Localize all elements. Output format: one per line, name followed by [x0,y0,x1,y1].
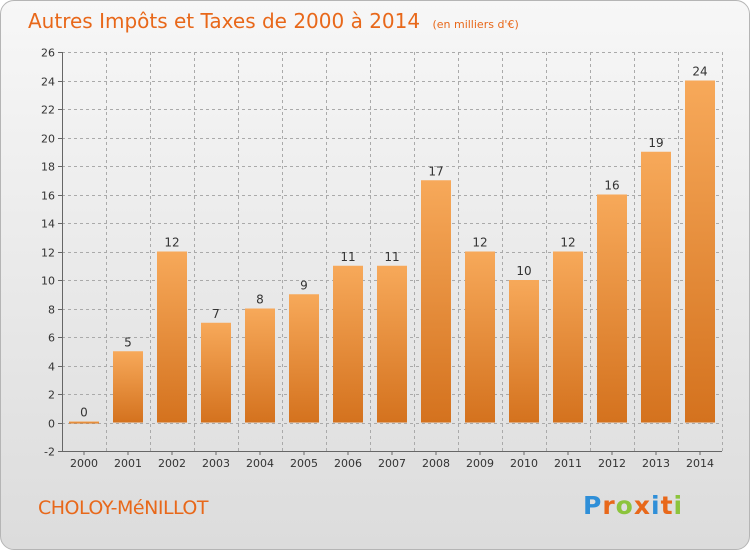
labels: -202468101214161820222426020005200112200… [41,47,714,471]
x-tick-label: 2005 [290,457,318,470]
x-tick-label: 2002 [158,457,186,470]
commune-name: CHOLOY-MéNILLOT [38,497,209,519]
bars [69,80,715,424]
y-tick-label: 6 [48,332,55,345]
y-tick-label: 0 [48,418,55,431]
x-tick-label: 2012 [598,457,626,470]
bar-value-label: 12 [472,236,487,250]
logo-letter: P [583,491,603,520]
y-tick-label: 12 [41,247,55,260]
y-tick-label: 24 [41,76,55,89]
y-tick-label: 4 [48,361,55,374]
proxiti-logo[interactable]: Proxiti [583,491,683,520]
x-tick-label: 2009 [466,457,494,470]
logo-letter: i [651,491,661,520]
bar-value-label: 17 [428,164,443,178]
bar [201,322,231,423]
bar-value-label: 19 [648,136,663,150]
y-tick-label: -2 [44,446,55,459]
x-tick-label: 2007 [378,457,406,470]
y-tick-label: 10 [41,275,55,288]
x-tick-label: 2004 [246,457,274,470]
y-tick-label: 14 [41,218,55,231]
bar [509,280,539,423]
bar [685,80,715,423]
bar-value-label: 24 [692,65,707,79]
logo-letter: t [660,491,674,520]
bar [465,251,495,423]
y-tick-label: 26 [41,47,55,60]
bar [377,265,407,423]
bar [69,421,99,424]
bar-value-label: 10 [516,264,531,278]
x-tick-label: 2003 [202,457,230,470]
y-tick-label: 8 [48,304,55,317]
bar [421,180,451,423]
x-tick-label: 2010 [510,457,538,470]
bar [289,294,319,423]
logo-letter: o [615,491,634,520]
x-tick-label: 2011 [554,457,582,470]
bar-value-label: 16 [604,179,619,193]
axes [58,52,722,455]
y-tick-label: 22 [41,104,55,117]
bar-value-label: 12 [560,236,575,250]
bar [597,194,627,423]
x-tick-label: 2008 [422,457,450,470]
bar-value-label: 9 [300,278,308,292]
bar-value-label: 8 [256,293,264,307]
bar-value-label: 0 [80,406,88,420]
bar [157,251,187,423]
y-tick-label: 2 [48,389,55,402]
bar-value-label: 5 [124,335,132,349]
chart-title: Autres Impôts et Taxes de 2000 à 2014 (e… [28,9,519,33]
bar-value-label: 11 [384,250,399,264]
bar [641,151,671,423]
y-tick-label: 16 [41,190,55,203]
bar-value-label: 11 [340,250,355,264]
bar [553,251,583,423]
x-tick-label: 2013 [642,457,670,470]
x-tick-label: 2014 [686,457,714,470]
bar [333,265,363,423]
x-tick-label: 2006 [334,457,362,470]
logo-letter: r [602,491,616,520]
chart-unit: (en milliers d'€) [432,18,519,31]
bar-value-label: 12 [164,236,179,250]
bar [245,308,275,423]
bar-value-label: 7 [212,307,220,321]
bar [113,351,143,423]
logo-letter: i [673,491,684,520]
logo-letter: x [633,491,651,520]
y-tick-label: 20 [41,133,55,146]
x-tick-label: 2001 [114,457,142,470]
x-tick-label: 2000 [70,457,98,470]
y-tick-label: 18 [41,161,55,174]
chart-title-text: Autres Impôts et Taxes de 2000 à 2014 [28,9,421,33]
